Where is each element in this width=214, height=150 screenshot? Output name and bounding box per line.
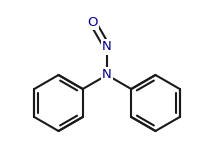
Text: N: N xyxy=(102,69,112,81)
Text: N: N xyxy=(102,40,112,54)
Text: O: O xyxy=(88,16,98,29)
